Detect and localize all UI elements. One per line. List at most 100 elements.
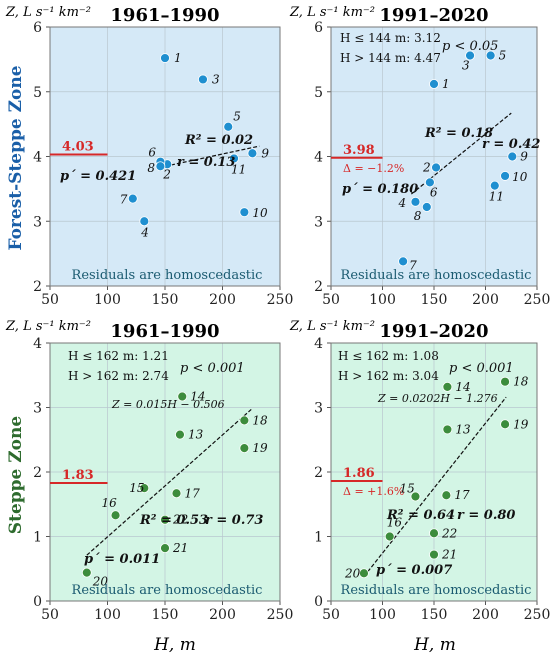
point-label-16: 16 (102, 496, 118, 510)
mean-delta: Δ = −1.2% (343, 162, 404, 175)
annotation-h1: H ≤ 144 m: 3.12 (340, 31, 441, 45)
annotation-r: r = 0.80 (457, 508, 515, 523)
point-label-10: 10 (512, 170, 528, 184)
panel-title: 1991–2020 (379, 5, 488, 26)
plot-frame (49, 26, 281, 287)
data-point-4 (139, 216, 150, 227)
data-point-7 (398, 256, 409, 267)
trend-line (363, 396, 507, 577)
point-label-14: 14 (190, 390, 205, 404)
annotation-h2: H > 144 m: 4.47 (340, 51, 441, 65)
mean-value: 3.98 (343, 143, 375, 158)
point-label-4: 4 (397, 196, 406, 210)
residuals-note: Residuals are homoscedastic (72, 583, 263, 598)
panel-title: 1961–1990 (110, 5, 219, 26)
trend-line (159, 145, 260, 169)
data-point-6 (424, 177, 435, 188)
data-point-19 (500, 419, 510, 430)
plot-frame (330, 26, 538, 287)
point-label-18: 18 (252, 413, 268, 427)
data-point-13 (175, 429, 185, 440)
data-point-5 (485, 50, 496, 61)
point-label-15: 15 (129, 481, 144, 495)
panel-3: 0 1 2 3 4 50 100 150 200 250 1961–1990 1.83 13 14 15 16… (33, 321, 293, 623)
annotation-pmain: p < 0.05 (442, 39, 498, 54)
x-axis-label-right: H, m (413, 635, 456, 655)
data-point-7 (127, 193, 138, 204)
point-label-7: 7 (409, 258, 417, 272)
x-tick-label: 100 (369, 607, 396, 623)
x-tick-label: 150 (421, 292, 448, 308)
annotation-r2: R² = 0.53 (139, 513, 208, 528)
panel-title: 1961–1990 (110, 321, 219, 342)
annotation-eq: Z = 0.015H − 0.506 (111, 398, 225, 411)
data-point-18 (239, 415, 250, 426)
x-tick-label: 200 (209, 292, 236, 308)
y-tick-label: 6 (33, 20, 42, 36)
data-point-20 (81, 567, 92, 578)
x-tick-label: 100 (94, 292, 121, 308)
annotation-eq: Z = 0.0202H − 1.276 (377, 392, 498, 405)
data-point-9 (247, 148, 258, 159)
annotation-pmain: p < 0.001 (180, 361, 245, 376)
point-label-11: 11 (489, 190, 504, 204)
residuals-note: Residuals are homoscedastic (341, 583, 532, 598)
y-tick-label: 5 (314, 85, 323, 101)
y-axis-label-top-right: Z, L s⁻¹ km⁻² (289, 5, 375, 20)
annotation-r2: R² = 0.64 (386, 508, 455, 523)
point-label-6: 6 (148, 146, 156, 160)
plot-frame (49, 342, 281, 602)
data-point-18 (500, 376, 510, 387)
data-point-5 (223, 121, 234, 132)
y-tick-label: 3 (33, 214, 42, 230)
point-label-10: 10 (252, 206, 268, 220)
point-label-22: 22 (441, 526, 457, 540)
point-label-15: 15 (399, 482, 414, 496)
point-label-9: 9 (261, 146, 269, 160)
x-tick-label: 50 (41, 607, 59, 623)
x-axis-label-left: H, m (153, 635, 196, 655)
point-label-8: 8 (414, 209, 422, 223)
point-label-11: 11 (231, 162, 246, 176)
data-point-17 (171, 488, 182, 499)
point-label-22: 22 (172, 513, 188, 527)
data-point-15 (139, 483, 150, 494)
data-point-10 (239, 207, 250, 218)
point-label-21: 21 (441, 548, 457, 562)
y-tick-label: 1 (314, 530, 323, 546)
point-label-13: 13 (188, 428, 204, 442)
row-label-steppe: Steppe Zone (6, 416, 26, 535)
annotation-r2: R² = 0.02 (184, 133, 253, 148)
y-axis-label-bottom-right: Z, L s⁻¹ km⁻² (289, 319, 375, 334)
point-label-20: 20 (92, 575, 109, 589)
annotation-h2: H > 162 m: 3.04 (338, 369, 439, 383)
y-tick-label: 4 (314, 150, 323, 166)
residuals-note: Residuals are homoscedastic (341, 268, 532, 283)
annotation-p: p´ = 0.421 (60, 169, 136, 184)
point-label-17: 17 (454, 488, 470, 502)
x-tick-label: 250 (267, 607, 294, 623)
point-label-6: 6 (430, 185, 438, 199)
point-label-2: 2 (162, 167, 171, 181)
data-point-1 (429, 79, 439, 89)
point-label-9: 9 (520, 150, 528, 164)
y-tick-label: 3 (314, 401, 323, 417)
data-point-19 (239, 443, 250, 454)
x-tick-label: 150 (152, 607, 179, 623)
data-point-21 (429, 549, 439, 560)
point-label-4: 4 (140, 225, 149, 239)
x-tick-label: 100 (94, 607, 121, 623)
data-point-9 (507, 151, 518, 162)
data-point-4 (410, 196, 421, 207)
y-tick-label: 4 (33, 336, 42, 352)
y-axis-label-top-left: Z, L s⁻¹ km⁻² (5, 5, 91, 20)
point-label-18: 18 (513, 375, 529, 389)
data-point-15 (410, 491, 421, 502)
y-tick-label: 6 (314, 20, 323, 36)
point-label-5: 5 (233, 110, 241, 124)
x-tick-label: 200 (472, 607, 499, 623)
panel-1: 2 3 4 5 6 50 100 150 200 250 1961–1990 4.03 1 2 3 4 5 6 7 8… (33, 5, 293, 308)
point-label-19: 19 (513, 417, 529, 431)
data-point-10 (500, 171, 510, 181)
residuals-note: Residuals are homoscedastic (72, 268, 263, 283)
